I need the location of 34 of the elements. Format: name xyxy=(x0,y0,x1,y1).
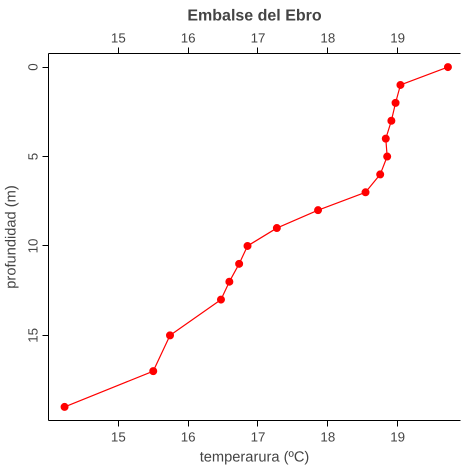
point xyxy=(166,331,174,340)
x-tick-label: 18 xyxy=(320,30,336,46)
point xyxy=(444,63,452,72)
point xyxy=(225,278,234,286)
chart-title: Embalse del Ebro xyxy=(187,8,322,24)
y-axis-title: profundidad (m) xyxy=(4,185,20,289)
point xyxy=(314,206,322,214)
y-tick-label: 10 xyxy=(26,238,40,254)
point xyxy=(272,224,281,232)
x-tick-label: 19 xyxy=(390,30,406,46)
x-tick-label: 15 xyxy=(110,30,126,46)
point xyxy=(396,80,404,89)
point xyxy=(216,296,225,304)
y-tick-label: 5 xyxy=(26,152,40,160)
y-tick-label: 0 xyxy=(26,63,40,71)
point xyxy=(149,367,158,376)
x2-tick-label: 17 xyxy=(250,430,266,444)
point xyxy=(244,242,252,250)
x2-tick-label: 18 xyxy=(320,430,336,444)
x2-tick-label: 16 xyxy=(180,430,196,444)
x2-tick-label: 19 xyxy=(390,430,406,444)
point xyxy=(392,98,400,107)
point xyxy=(387,116,396,125)
x2-tick-label: 15 xyxy=(110,430,126,444)
point xyxy=(362,188,370,196)
x-tick-label: 17 xyxy=(250,30,266,46)
x-tick-label: 16 xyxy=(180,30,196,46)
y-tick-label: 15 xyxy=(26,328,40,343)
point xyxy=(382,134,390,143)
point xyxy=(235,260,244,268)
point xyxy=(60,402,69,411)
point xyxy=(383,152,392,161)
x-axis-title: temperarura (ºC) xyxy=(200,450,310,466)
point xyxy=(376,170,384,178)
